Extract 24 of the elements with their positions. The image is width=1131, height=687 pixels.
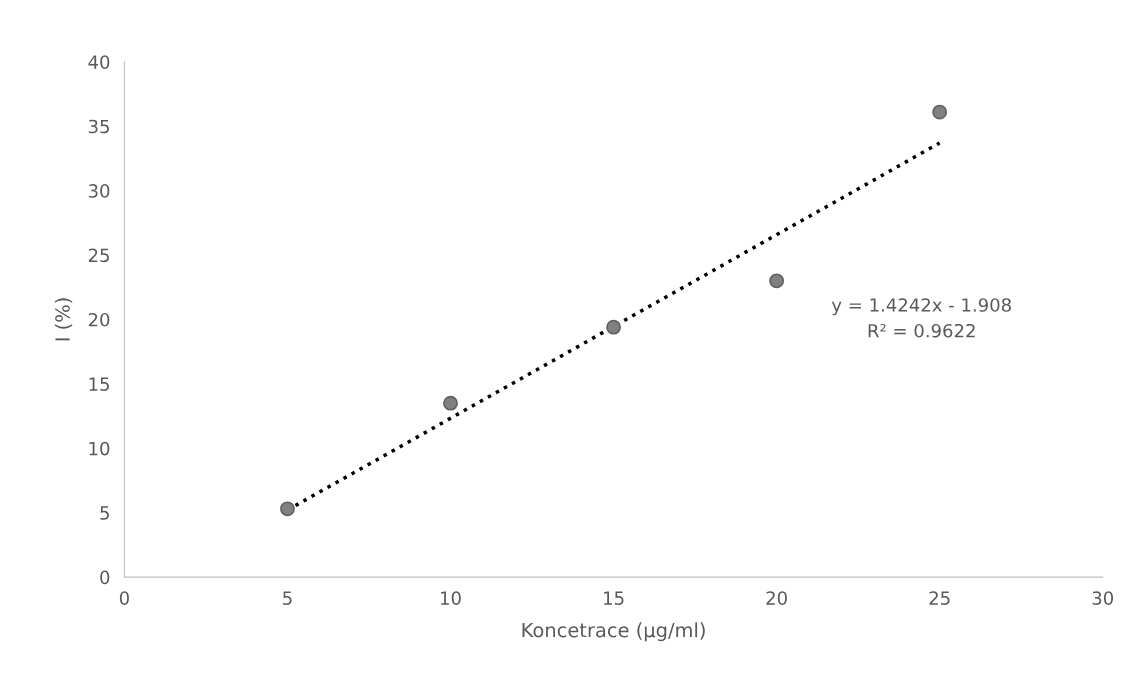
y-tick-label: 5: [100, 506, 109, 520]
x-tick-label: 15: [604, 591, 624, 605]
point: [280, 501, 295, 517]
y-tick-label: 40: [88, 55, 110, 69]
x-tick-label: 0: [119, 591, 129, 605]
y-tick-label: 0: [100, 570, 110, 585]
point: [769, 273, 785, 289]
y-axis-title: I (%): [54, 298, 73, 341]
y-tick-label: 35: [88, 119, 109, 134]
point: [932, 104, 948, 120]
y-tick-label: 10: [89, 441, 110, 456]
x-tick-label: 25: [929, 591, 950, 605]
y-tick-label: 15: [89, 377, 109, 391]
x-tick-label: 20: [766, 591, 787, 605]
x-tick-label: 30: [1092, 591, 1114, 605]
point: [606, 319, 621, 335]
y-tick-label: 20: [88, 312, 110, 327]
x-tick-label: 10: [441, 591, 461, 605]
point: [443, 395, 458, 411]
y-tick-label: 25: [88, 248, 109, 263]
x-axis-title: Koncetrace (μg/ml): [522, 622, 705, 642]
x-tick-label: 5: [283, 591, 292, 605]
annotation: y = 1.4242x - 1.908 R² = 0.9622: [831, 298, 1011, 338]
y-tick-label: 30: [88, 184, 110, 198]
